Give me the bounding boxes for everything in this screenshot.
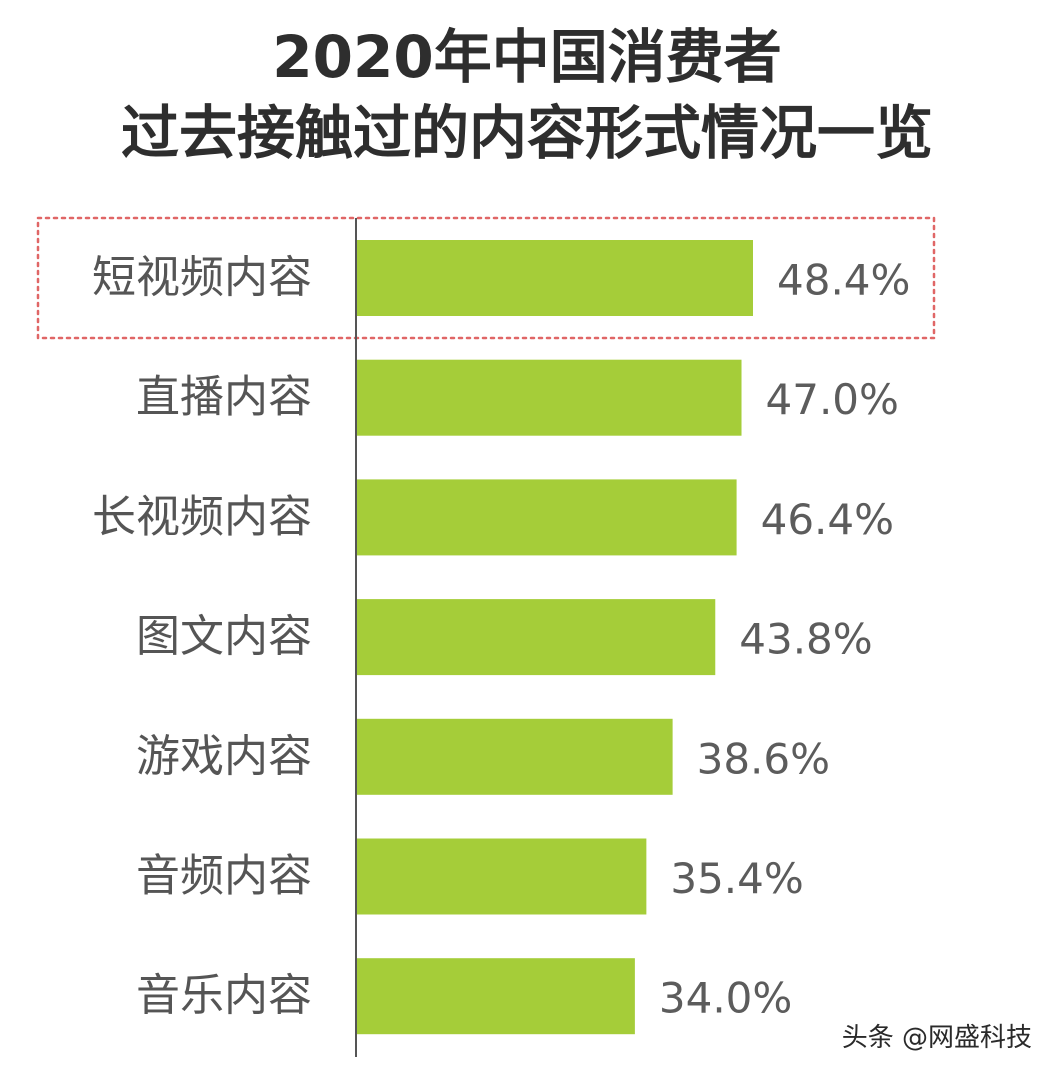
category-label-1: 直播内容 bbox=[136, 372, 312, 423]
value-label-4: 38.6% bbox=[697, 734, 830, 783]
category-label-5: 音频内容 bbox=[136, 851, 312, 902]
value-label-0: 48.4% bbox=[777, 256, 910, 305]
bar-4 bbox=[356, 718, 673, 795]
chart-title-line-2: 过去接触过的内容形式情况一览 bbox=[120, 99, 933, 167]
value-label-6: 34.0% bbox=[659, 974, 792, 1023]
bar-6 bbox=[356, 958, 635, 1035]
category-label-3: 图文内容 bbox=[136, 611, 312, 662]
bar-5 bbox=[356, 838, 647, 915]
value-label-1: 47.0% bbox=[766, 375, 899, 424]
chart-title: 2020年中国消费者 过去接触过的内容形式情况一览 bbox=[0, 22, 1054, 168]
bar-1 bbox=[356, 359, 742, 436]
value-label-3: 43.8% bbox=[739, 615, 872, 664]
value-label-5: 35.4% bbox=[670, 854, 803, 903]
category-label-4: 游戏内容 bbox=[136, 731, 312, 782]
category-label-6: 音乐内容 bbox=[136, 970, 312, 1021]
category-label-0: 短视频内容 bbox=[92, 252, 312, 303]
bar-3 bbox=[356, 599, 716, 676]
chart-title-line-1: 2020年中国消费者 bbox=[272, 23, 782, 91]
highlight-box bbox=[36, 216, 936, 340]
category-label-2: 长视频内容 bbox=[92, 491, 312, 542]
bar-0 bbox=[356, 240, 753, 316]
bar-2 bbox=[356, 479, 737, 556]
value-label-2: 46.4% bbox=[761, 495, 894, 544]
watermark: 头条 @网盛科技 bbox=[841, 1023, 1032, 1053]
